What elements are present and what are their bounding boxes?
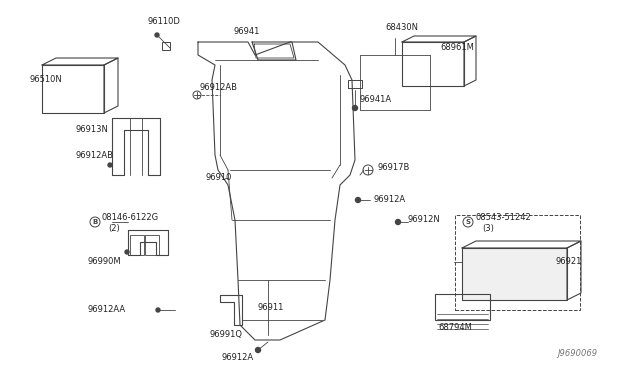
Text: 08543-51242: 08543-51242: [476, 214, 532, 222]
Circle shape: [255, 347, 260, 353]
Text: 68430N: 68430N: [385, 23, 418, 32]
Text: 96990M: 96990M: [88, 257, 122, 266]
Circle shape: [156, 308, 160, 312]
Text: J9690069: J9690069: [558, 349, 598, 358]
Text: 96941: 96941: [233, 28, 259, 36]
Circle shape: [125, 250, 129, 254]
Text: 96110D: 96110D: [148, 17, 181, 26]
Text: 68961M: 68961M: [440, 44, 474, 52]
Text: 96991Q: 96991Q: [210, 330, 243, 340]
Bar: [145, 235, 159, 255]
Text: S: S: [465, 219, 470, 225]
Circle shape: [353, 106, 358, 110]
Text: 96913N: 96913N: [75, 125, 108, 135]
Text: 96510N: 96510N: [30, 76, 63, 84]
Text: 96912A: 96912A: [373, 196, 405, 205]
Circle shape: [355, 198, 360, 202]
Text: 96921: 96921: [555, 257, 581, 266]
Text: 08146-6122G: 08146-6122G: [102, 214, 159, 222]
Text: 96941A: 96941A: [360, 96, 392, 105]
Text: (3): (3): [482, 224, 494, 232]
Text: 96912A: 96912A: [222, 353, 254, 362]
Circle shape: [155, 33, 159, 37]
Text: (2): (2): [108, 224, 120, 232]
Bar: [42, 65, 104, 113]
Text: 96912AB: 96912AB: [75, 151, 113, 160]
Bar: [130, 235, 144, 255]
Text: 96917B: 96917B: [378, 164, 410, 173]
Bar: [402, 42, 464, 86]
Text: 68794M: 68794M: [438, 324, 472, 333]
Bar: [435, 294, 490, 320]
Text: 96912N: 96912N: [408, 215, 441, 224]
Bar: [462, 248, 567, 300]
Text: 96910: 96910: [205, 173, 232, 183]
Circle shape: [108, 163, 112, 167]
Bar: [455, 215, 580, 310]
Text: 96912AB: 96912AB: [200, 83, 238, 93]
Bar: [162, 42, 170, 50]
Text: B: B: [92, 219, 98, 225]
Text: 96911: 96911: [258, 304, 284, 312]
Text: 96912AA: 96912AA: [88, 305, 126, 314]
Circle shape: [396, 219, 401, 224]
